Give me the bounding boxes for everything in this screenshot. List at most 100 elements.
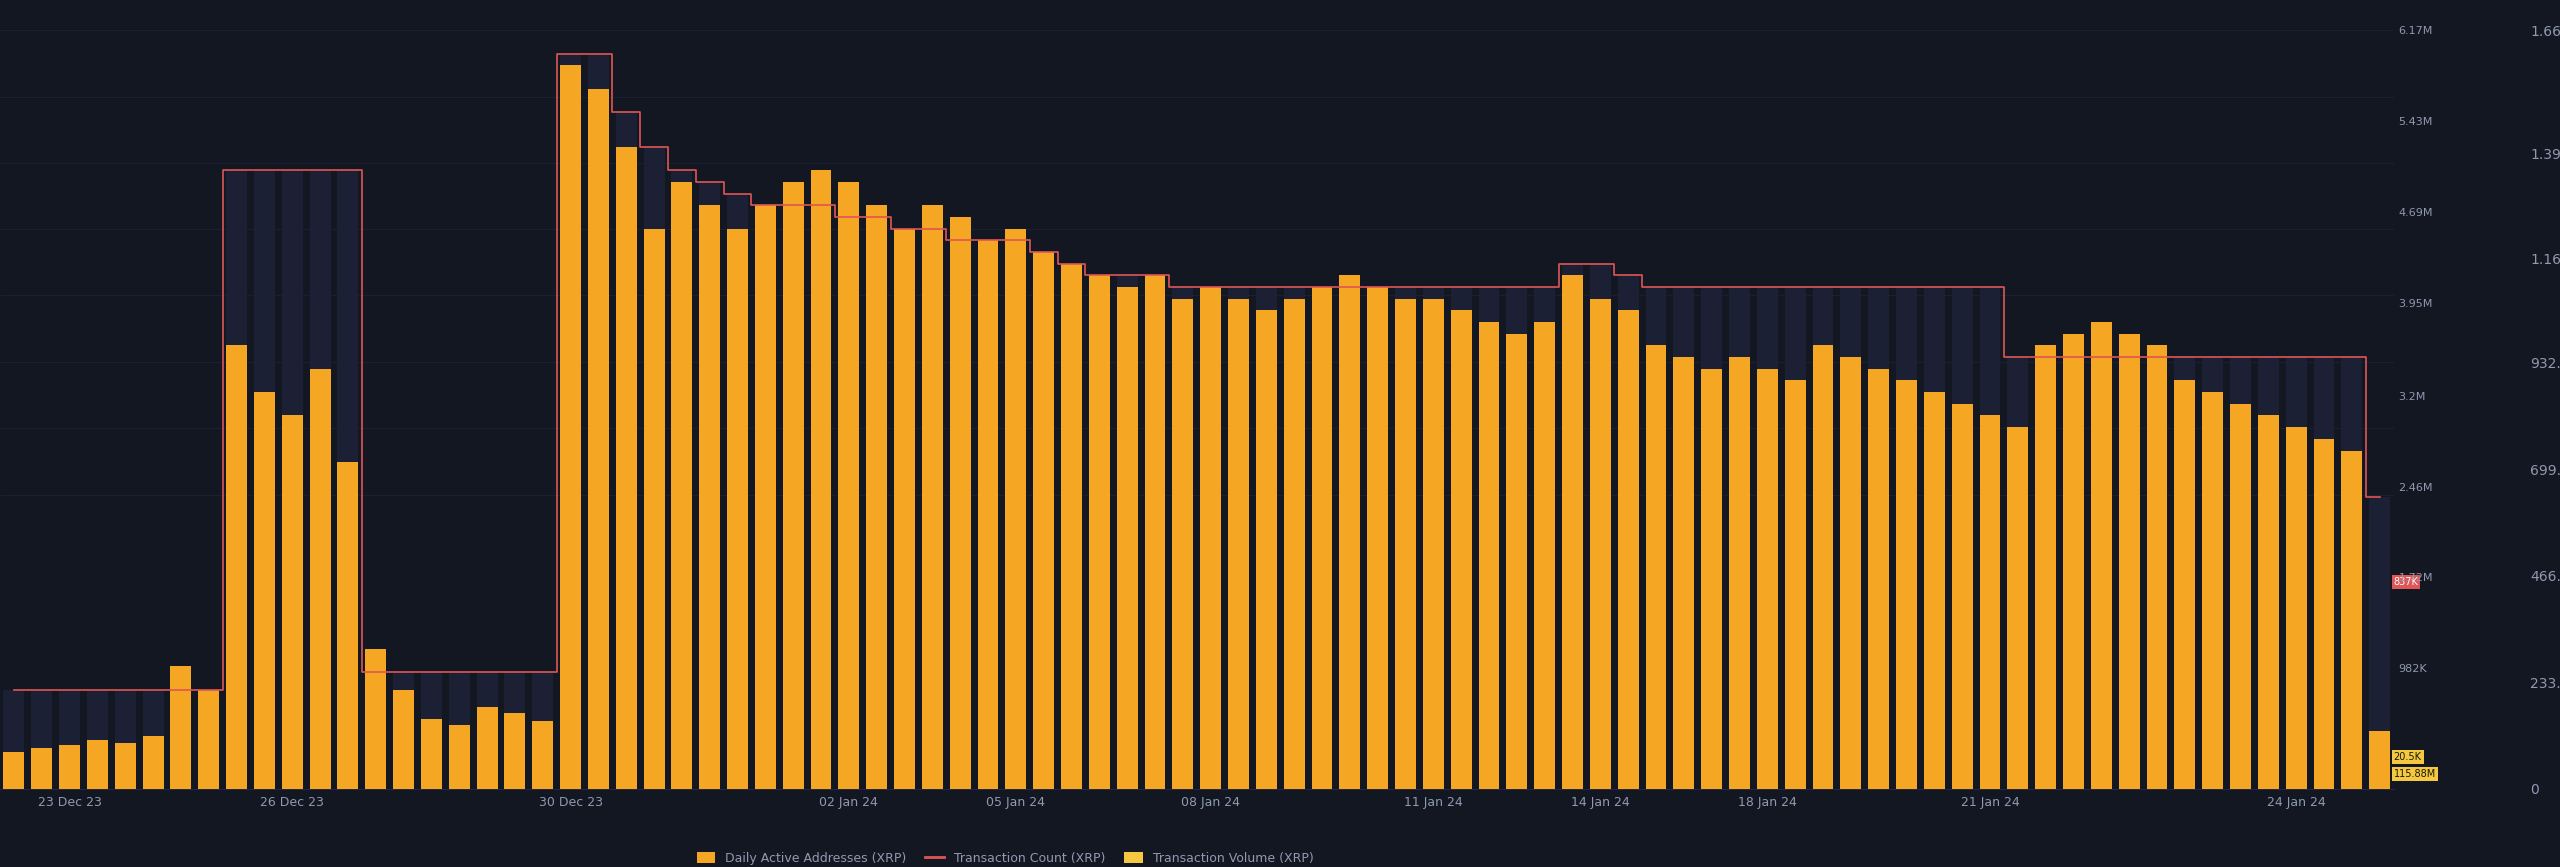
Bar [1229,287,1249,789]
Bar [1034,252,1055,789]
Bar [366,672,387,789]
Bar [1562,264,1582,789]
Bar [1283,287,1306,789]
Bar [59,745,79,789]
Bar [2202,357,2222,789]
Bar [1869,368,1889,789]
Bar [143,690,164,789]
Bar [172,667,192,789]
Bar [1979,287,1999,789]
Bar [2286,357,2307,789]
Bar [755,205,776,789]
Bar [1311,287,1334,789]
Bar [589,54,609,789]
Bar [1784,381,1805,789]
Bar [1728,287,1751,789]
Bar [2314,357,2335,789]
Bar [1756,368,1777,789]
Bar [950,217,970,789]
Bar [1533,287,1554,789]
Bar [31,690,51,789]
Bar [2063,334,2084,789]
Bar [1841,287,1861,789]
Bar [2342,451,2363,789]
Bar [394,672,415,789]
Bar [1674,357,1695,789]
Bar [2230,357,2250,789]
Bar [1533,323,1554,789]
Bar [1283,299,1306,789]
Bar [1505,287,1528,789]
Bar [115,690,136,789]
Bar [1088,276,1111,789]
Bar [1618,276,1638,789]
Bar [1646,345,1667,789]
Bar [840,182,860,789]
Bar [420,719,443,789]
Bar [225,171,246,789]
Bar [2092,323,2112,789]
Bar [2092,357,2112,789]
Bar [1367,287,1388,789]
Bar [197,690,220,789]
Bar [2120,334,2140,789]
Bar [2035,357,2056,789]
Bar [1060,264,1083,789]
Bar [1925,287,1946,789]
Bar [197,690,220,789]
Bar [1116,276,1137,789]
Bar [865,217,888,789]
Bar [2314,439,2335,789]
Bar [1144,276,1165,789]
Bar [643,147,666,789]
Bar [143,736,164,789]
Bar [2007,357,2028,789]
Bar [1423,299,1444,789]
Bar [671,171,691,789]
Bar [3,690,26,789]
Bar [1674,287,1695,789]
Bar [476,707,497,789]
Bar [893,229,914,789]
Bar [1925,392,1946,789]
Bar [1702,287,1723,789]
Text: 20.5K: 20.5K [2394,752,2422,762]
Bar [783,182,804,789]
Bar [2230,404,2250,789]
Bar [1423,287,1444,789]
Bar [448,672,468,789]
Bar [1480,287,1500,789]
Bar [783,205,804,789]
Bar [2007,427,2028,789]
Bar [755,205,776,789]
Bar [1784,287,1805,789]
Bar [1951,404,1974,789]
Bar [1034,252,1055,789]
Bar [253,171,274,789]
Bar [504,713,525,789]
Bar [2342,357,2363,789]
Bar [504,672,525,789]
Bar [1395,287,1416,789]
Bar [561,54,581,789]
Bar [1229,299,1249,789]
Bar [2035,345,2056,789]
Bar [1452,287,1472,789]
Bar [1897,381,1917,789]
Bar [3,752,26,789]
Bar [1812,345,1833,789]
Text: 837K: 837K [2394,577,2419,587]
Bar [1812,287,1833,789]
Bar [225,345,246,789]
Bar [865,205,888,789]
Bar [532,672,553,789]
Bar [1590,264,1610,789]
Bar [727,193,748,789]
Bar [87,690,108,789]
Bar [1172,299,1193,789]
Bar [338,171,358,789]
Bar [476,672,497,789]
Bar [1257,287,1277,789]
Bar [31,748,51,789]
Legend: Daily Active Addresses (XRP), Transaction Count (XRP), Transaction Volume (XRP): Daily Active Addresses (XRP), Transactio… [691,847,1318,867]
